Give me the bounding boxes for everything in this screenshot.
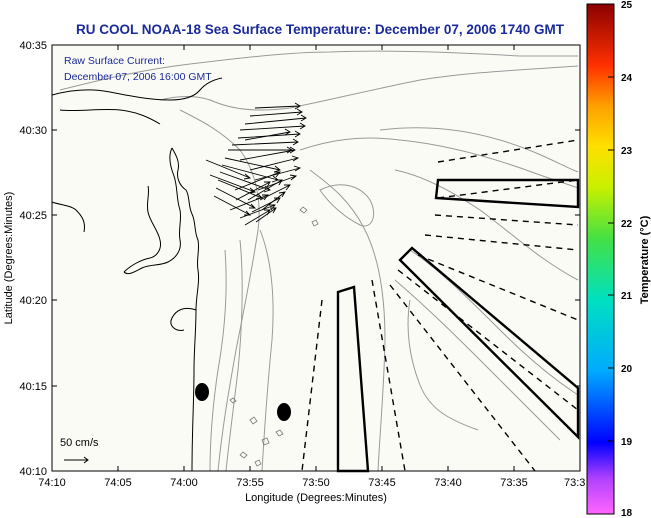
x-tick-label: 73:50 (302, 477, 330, 489)
map-title: RU COOL NOAA-18 Sea Surface Temperature:… (76, 22, 565, 37)
y-tick-marks (52, 44, 580, 472)
y-axis-label: Latitude (Degrees:Minutes) (3, 192, 15, 325)
x-tick-labels: 74:10 74:05 74:00 73:55 73:50 73:45 73:4… (38, 477, 585, 489)
colorbar-tick-label: 23 (621, 146, 633, 157)
colorbar-tick-labels: 25 24 23 22 21 20 19 18 (621, 0, 633, 518)
colorbar-tick-label: 25 (621, 0, 633, 11)
x-tick-label: 73:35 (500, 477, 528, 489)
x-tick-label: 74:10 (38, 477, 66, 489)
colorbar-label: Temperature (°C) (639, 215, 651, 304)
annotation-line1: Raw Surface Current: (64, 55, 165, 67)
y-tick-label: 40:30 (19, 125, 47, 137)
station-marker-2 (277, 403, 291, 421)
x-tick-label: 73:45 (368, 477, 396, 489)
colorbar-tick-label: 18 (621, 508, 633, 518)
station-marker-1 (195, 383, 209, 401)
colorbar-tick-label: 24 (621, 73, 633, 84)
y-tick-label: 40:15 (19, 381, 47, 393)
x-tick-label: 73:3 (564, 477, 585, 489)
current-vectors (205, 102, 307, 226)
y-tick-label: 40:20 (19, 295, 47, 307)
speckle-contours (229, 206, 319, 467)
y-tick-label: 40:10 (19, 466, 47, 478)
colorbar-tick-label: 21 (621, 291, 633, 302)
coastline (51, 77, 223, 472)
y-tick-labels: 40:35 40:30 40:25 40:20 40:15 40:10 (19, 40, 47, 478)
x-tick-label: 74:05 (104, 477, 132, 489)
plot-area (52, 45, 580, 471)
scale-arrow (64, 456, 89, 464)
annotation-line2: December 07, 2006 16:00 GMT (64, 71, 212, 83)
y-tick-label: 40:25 (19, 210, 47, 222)
x-tick-marks (51, 45, 515, 471)
colorbar-tick-marks (608, 76, 614, 442)
colorbar (586, 3, 615, 515)
colorbar-tick-label: 19 (621, 437, 633, 448)
x-tick-label: 73:55 (236, 477, 264, 489)
x-tick-label: 73:40 (434, 477, 462, 489)
x-tick-label: 74:00 (170, 477, 198, 489)
colorbar-tick-label: 22 (621, 219, 633, 230)
scale-label: 50 cm/s (60, 437, 99, 449)
x-axis-label: Longitude (Degrees:Minutes) (245, 492, 387, 504)
y-tick-label: 40:35 (19, 40, 47, 52)
colorbar-tick-label: 20 (621, 364, 633, 375)
transect-dashed-lines (301, 139, 579, 472)
bathymetry-contours (59, 50, 579, 472)
